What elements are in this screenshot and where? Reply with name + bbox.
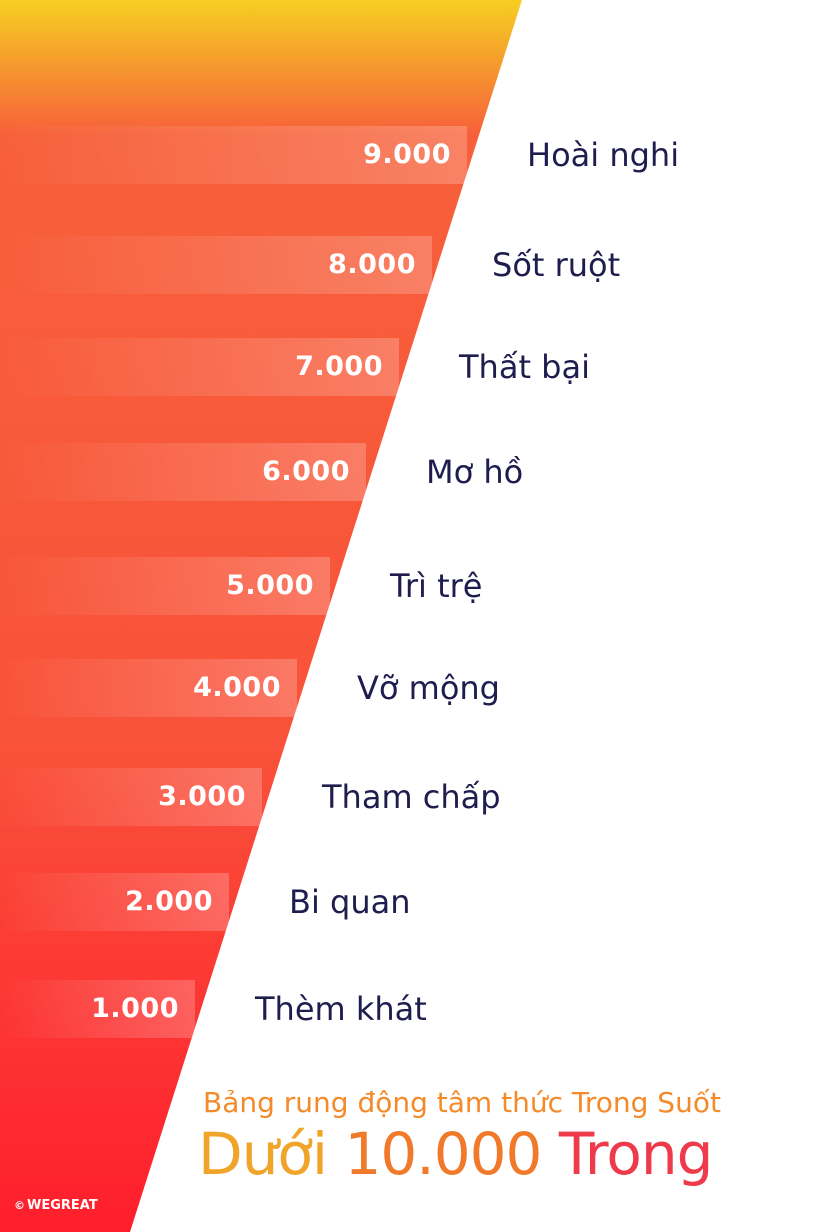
level-row: 7.000 Thất bại: [0, 338, 835, 398]
level-value: 7.000: [295, 351, 383, 382]
level-row: 8.000 Sốt ruột: [0, 236, 835, 296]
level-band: [0, 557, 330, 615]
level-value: 1.000: [91, 993, 179, 1024]
level-band: [0, 659, 297, 717]
level-row: 4.000 Vỡ mộng: [0, 659, 835, 719]
level-value: 5.000: [226, 570, 314, 601]
level-band: [0, 338, 399, 396]
main-title: Dưới 10.000 Trong: [198, 1118, 714, 1190]
title-part-1: Dưới: [198, 1120, 345, 1188]
level-band: [0, 873, 229, 931]
level-label: Vỡ mộng: [357, 669, 500, 707]
level-value: 2.000: [125, 886, 213, 917]
title-part-3: Trong: [558, 1120, 714, 1188]
level-label: Bi quan: [289, 883, 411, 921]
level-label: Trì trệ: [390, 567, 483, 605]
level-row: 9.000 Hoài nghi: [0, 126, 835, 186]
level-row: 2.000 Bi quan: [0, 873, 835, 933]
brand-logo: © WEGREAT: [14, 1198, 98, 1213]
level-band: [0, 768, 262, 826]
title-part-2: 10.000: [344, 1120, 559, 1188]
brand-name: WEGREAT: [27, 1198, 98, 1213]
level-value: 4.000: [193, 672, 281, 703]
subtitle: Bảng rung động tâm thức Trong Suốt: [203, 1086, 721, 1119]
level-label: Sốt ruột: [492, 246, 621, 284]
level-band: [0, 126, 467, 184]
level-band: [0, 236, 432, 294]
level-value: 3.000: [158, 781, 246, 812]
level-label: Thèm khát: [255, 990, 427, 1028]
level-label: Thất bại: [459, 348, 590, 386]
level-band: [0, 980, 195, 1038]
level-value: 6.000: [262, 456, 350, 487]
level-row: 3.000 Tham chấp: [0, 768, 835, 828]
level-band: [0, 443, 366, 501]
level-value: 8.000: [328, 249, 416, 280]
level-row: 1.000 Thèm khát: [0, 980, 835, 1040]
level-row: 6.000 Mơ hồ: [0, 443, 835, 503]
level-row: 5.000 Trì trệ: [0, 557, 835, 617]
level-label: Tham chấp: [322, 778, 501, 816]
copyright-mark: ©: [14, 1199, 25, 1212]
level-label: Hoài nghi: [527, 136, 680, 174]
level-label: Mơ hồ: [426, 453, 524, 491]
level-value: 9.000: [363, 139, 451, 170]
